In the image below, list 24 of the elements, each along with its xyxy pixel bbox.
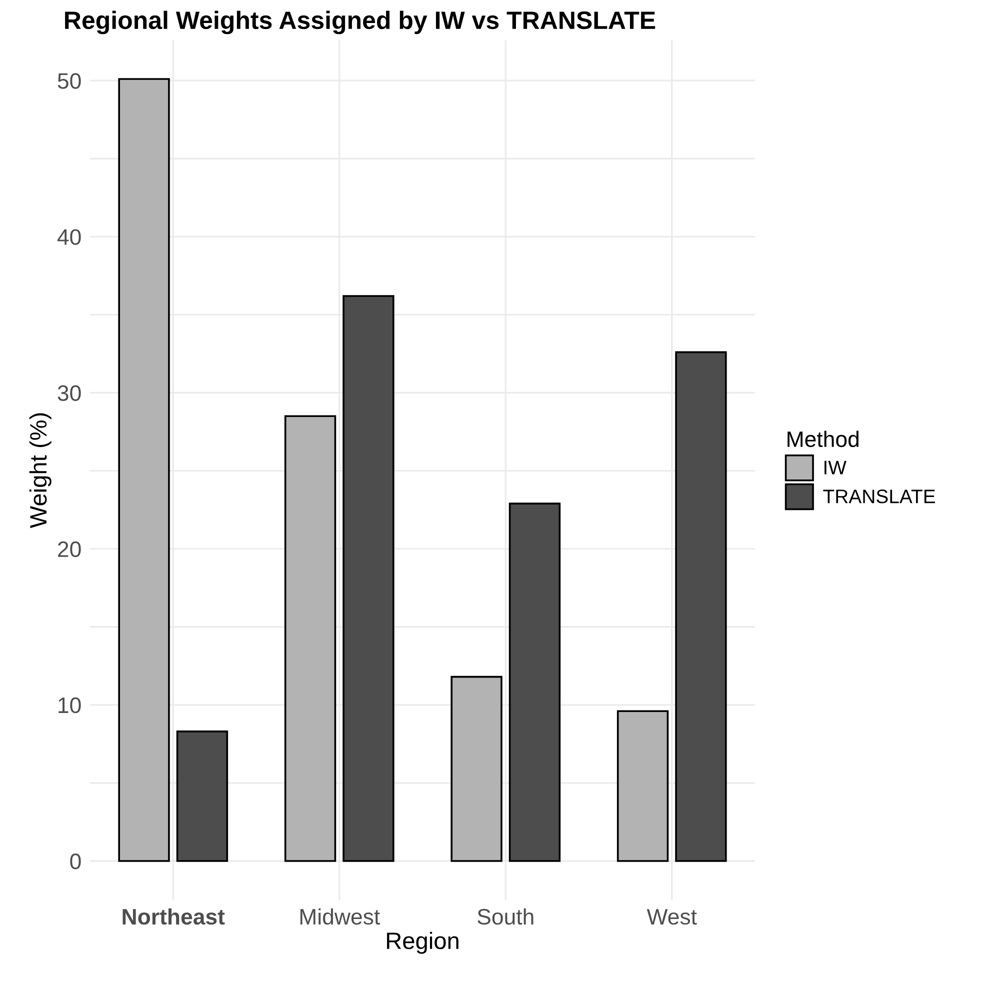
- x-tick-label: West: [646, 909, 697, 925]
- bar: [342, 295, 394, 862]
- x-tick-label: South: [478, 908, 534, 925]
- bar: [284, 415, 336, 862]
- x-axis-title: Region: [387, 932, 458, 954]
- y-axis-title: Weight (%): [29, 413, 52, 528]
- y-tick-label: 40: [57, 229, 81, 245]
- y-tick-label: 50: [58, 73, 81, 89]
- bar: [508, 502, 561, 862]
- x-tick-label: Midwest: [300, 908, 380, 925]
- chart-title: Regional Weights Assigned by IW vs TRANSLATE: [65, 10, 656, 34]
- legend-label: TRANSLATE: [823, 490, 936, 504]
- y-tick-label: 0: [70, 854, 81, 870]
- bar: [675, 351, 727, 862]
- y-tick-label: 30: [58, 385, 81, 402]
- legend-title: Method: [788, 430, 858, 448]
- y-tick-label: 10: [58, 697, 81, 714]
- bar: [616, 710, 669, 862]
- y-tick-label: 20: [58, 541, 81, 558]
- bar: [176, 730, 228, 862]
- x-tick-label: Northeast: [122, 908, 225, 925]
- legend-label: IW: [824, 460, 846, 474]
- bar: [450, 676, 502, 862]
- bar: [118, 78, 170, 862]
